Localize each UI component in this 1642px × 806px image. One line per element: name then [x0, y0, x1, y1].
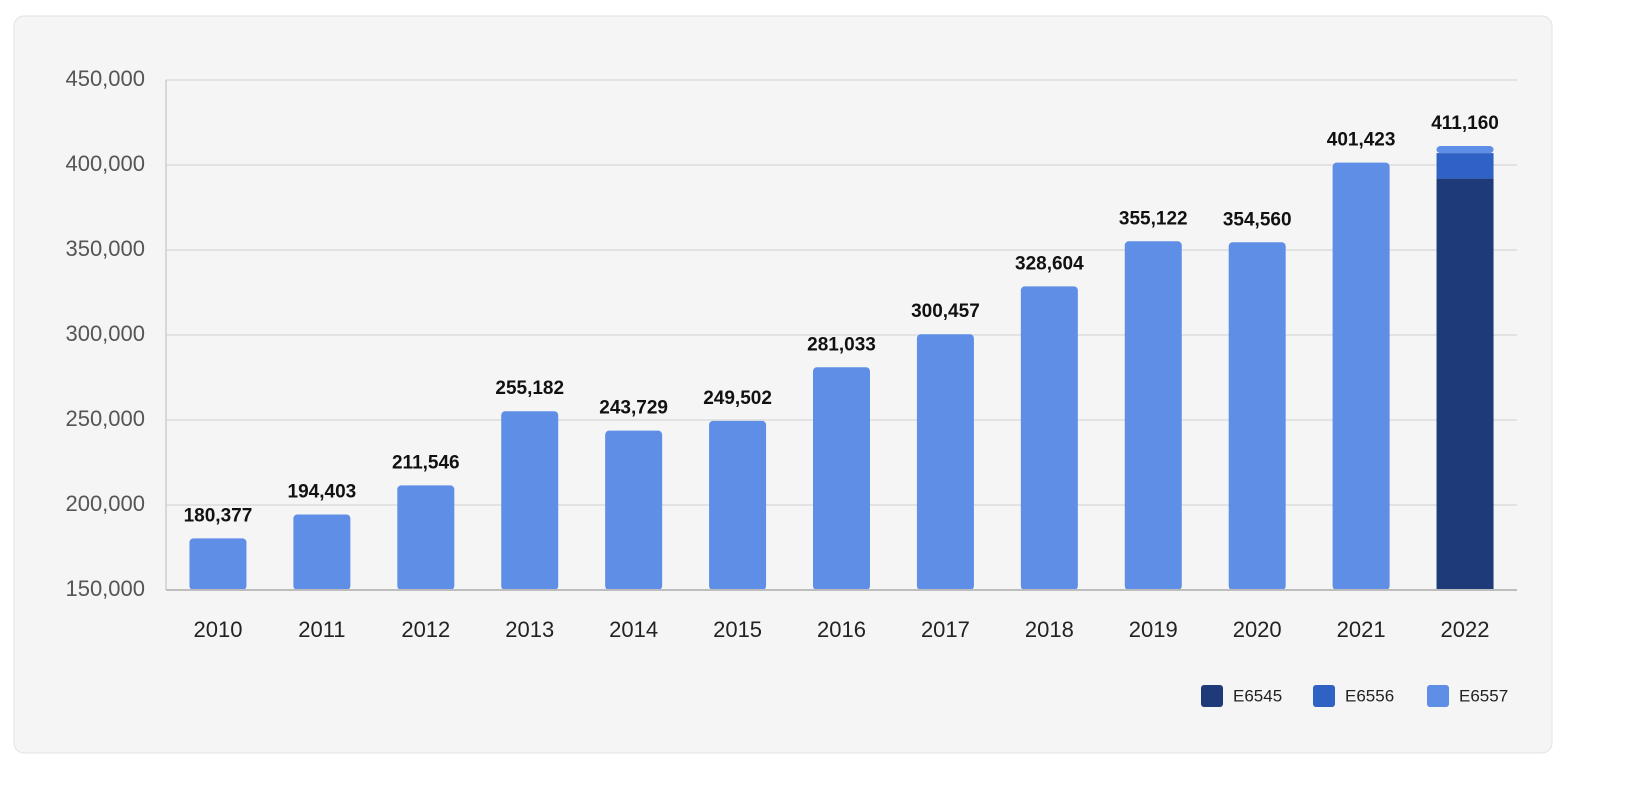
- bar-segment: [1436, 146, 1494, 154]
- total-label: 328,604: [1015, 253, 1084, 274]
- bar-segment: [397, 485, 455, 590]
- legend-label: E6557: [1459, 686, 1508, 705]
- total-label: 281,033: [807, 334, 876, 355]
- bar-segment: [1124, 241, 1182, 590]
- x-tick-label: 2022: [1441, 617, 1490, 642]
- total-label: 411,160: [1431, 113, 1499, 134]
- bar-segment: [293, 514, 351, 590]
- x-tick-label: 2016: [817, 617, 866, 642]
- bar-segment: [916, 334, 974, 590]
- y-tick-label: 450,000: [65, 66, 145, 91]
- x-tick-label: 2011: [298, 617, 345, 642]
- x-tick-label: 2021: [1337, 617, 1386, 642]
- total-label: 194,403: [288, 482, 357, 503]
- y-tick-label: 150,000: [65, 576, 145, 601]
- x-tick-label: 2019: [1129, 617, 1178, 642]
- x-tick-label: 2012: [401, 617, 450, 642]
- x-tick-label: 2010: [193, 617, 242, 642]
- bar-segment: [1228, 242, 1286, 591]
- bar-segment: [1436, 178, 1494, 590]
- y-tick-label: 400,000: [65, 151, 145, 176]
- total-label: 354,560: [1223, 209, 1292, 230]
- total-label: 211,546: [392, 452, 460, 473]
- x-tick-label: 2014: [609, 617, 658, 642]
- legend-swatch: [1201, 685, 1223, 707]
- bar-segment: [813, 367, 870, 590]
- total-label: 255,182: [495, 378, 564, 399]
- bar-segment: [605, 430, 663, 590]
- bar-segment: [1020, 286, 1078, 590]
- legend-swatch: [1427, 685, 1449, 707]
- y-tick-label: 200,000: [65, 491, 145, 516]
- total-label: 355,122: [1119, 208, 1188, 229]
- y-tick-label: 350,000: [65, 236, 145, 261]
- bar-segment: [189, 538, 247, 590]
- legend-swatch: [1313, 685, 1335, 707]
- y-tick-label: 250,000: [65, 406, 145, 431]
- legend-label: E6545: [1233, 686, 1282, 705]
- bar-segment: [1436, 153, 1494, 179]
- bar-segment: [1332, 162, 1390, 590]
- bar-segment: [709, 420, 767, 590]
- total-label: 243,729: [599, 398, 668, 419]
- total-label: 300,457: [911, 301, 980, 322]
- x-tick-label: 2013: [505, 617, 554, 642]
- legend-label: E6556: [1345, 686, 1394, 705]
- x-tick-label: 2017: [921, 617, 970, 642]
- x-tick-label: 2020: [1233, 617, 1282, 642]
- total-label: 401,423: [1327, 130, 1396, 151]
- x-tick-label: 2015: [713, 617, 762, 642]
- x-tick-label: 2018: [1025, 617, 1074, 642]
- card: [13, 15, 1553, 754]
- total-label: 180,377: [184, 505, 253, 526]
- y-tick-label: 300,000: [65, 321, 145, 346]
- total-label: 249,502: [703, 388, 772, 409]
- bar-segment: [501, 411, 559, 590]
